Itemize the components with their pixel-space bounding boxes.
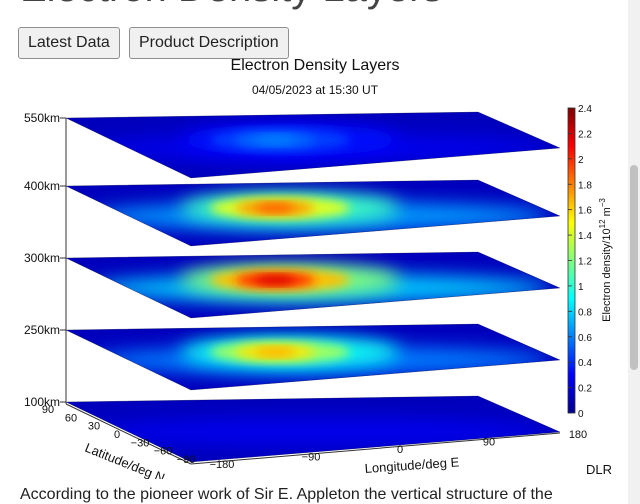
longitude-tick-labels: −180 −90 0 90 180 [210,429,588,471]
colorbar-tick-4: 1.6 [578,206,592,217]
lon-tick-0: −180 [210,459,235,471]
scrollbar-thumb[interactable] [630,165,638,370]
density-layers [65,111,561,463]
colorbar-ticks: 2.4 2.2 2 1.8 1.6 1.4 1.2 1 0.8 0.6 0.4 0.2 0 [568,104,592,420]
product-description-button[interactable]: Product Description [129,27,289,59]
lat-tick-5: −60 [154,446,173,458]
lat-tick-2: 30 [88,421,100,433]
lat-tick-0: 90 [42,404,54,416]
layer-label-250km: 250km [24,323,60,337]
lat-tick-6: −90 [177,454,196,466]
layer-label-550km: 550km [24,111,60,125]
latest-data-button[interactable]: Latest Data [18,27,120,59]
layer-label-300km: 300km [24,251,60,265]
lat-tick-4: −30 [131,437,150,449]
lon-tick-2: 0 [397,444,403,456]
layer-label-400km: 400km [24,179,60,193]
lat-tick-3: 0 [114,429,120,441]
page-scrollbar[interactable] [628,0,640,504]
colorbar-label: Electron density/1012m−3 [598,198,613,322]
lon-tick-4: 180 [569,429,587,441]
colorbar-tick-6: 1.2 [578,257,592,268]
page-heading: Electron Density Layers [20,0,442,11]
layer-300km [65,251,561,319]
latitude-tick-labels: 90 60 30 0 −30 −60 −90 [42,404,195,466]
layer-250km [65,323,561,391]
electron-density-figure: Electron Density Layers 04/05/2023 at 15… [24,57,613,479]
colorbar-tick-1: 2.2 [578,129,592,140]
chart-axes [65,118,561,465]
layer-altitude-labels: 550km 400km 300km 250km 100km [24,111,66,409]
layer-550km [65,111,561,179]
colorbar-tick-5: 1.4 [578,231,592,242]
colorbar-tick-3: 1.8 [578,180,592,191]
colorbar-tick-11: 0.2 [578,384,592,395]
colorbar-tick-2: 2 [578,155,584,166]
layer-label-100km: 100km [24,395,60,409]
lon-tick-1: −90 [302,452,321,464]
credit-label: DLR [586,462,612,477]
colorbar-tick-12: 0 [578,409,584,420]
layer-400km [65,179,561,247]
colorbar-tick-10: 0.4 [578,358,592,369]
chart-subtitle: 04/05/2023 at 15:30 UT [252,83,379,97]
body-paragraph: According to the pioneer work of Sir E. … [20,486,553,503]
lon-tick-3: 90 [483,437,495,449]
colorbar-tick-7: 1 [578,282,584,293]
colorbar-tick-0: 2.4 [578,104,592,115]
colorbar-tick-8: 0.8 [578,307,592,318]
chart-title: Electron Density Layers [231,57,400,74]
layer-100km [65,395,561,463]
lat-tick-1: 60 [65,412,77,424]
colorbar-tick-9: 0.6 [578,333,592,344]
longitude-axis-label: Longitude/deg E [364,454,460,476]
